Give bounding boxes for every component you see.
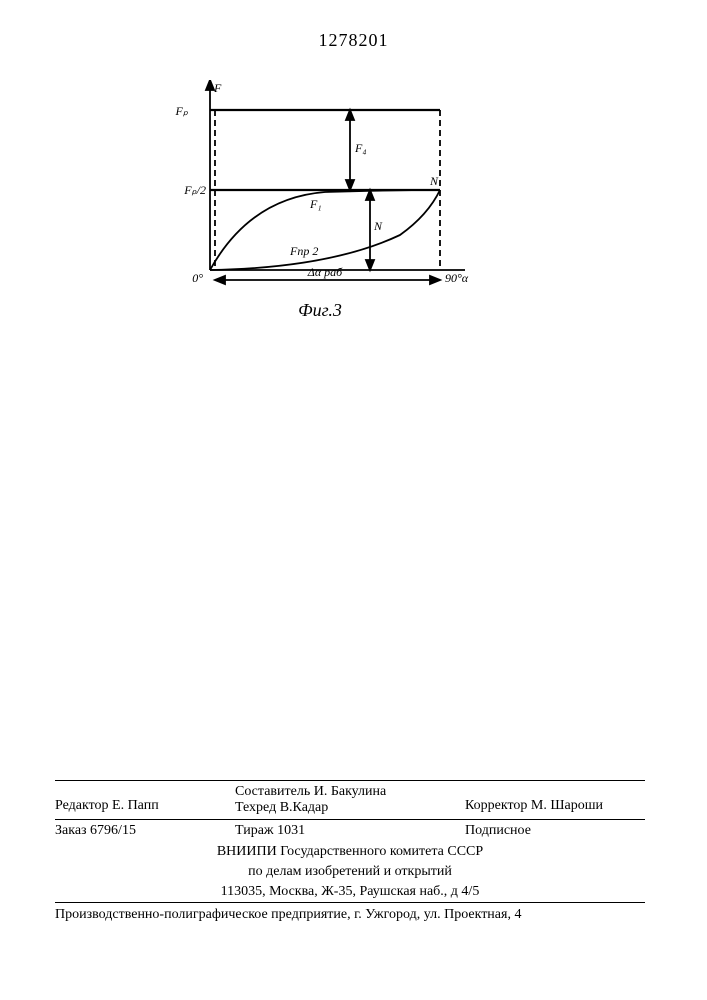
y-tick-fp: Fₚ [175, 104, 189, 118]
publisher-address: 113035, Москва, Ж-35, Раушская наб., д 4… [55, 882, 645, 902]
techred-credit: Техред В.Кадар [235, 800, 465, 816]
page-number: 1278201 [0, 30, 707, 51]
order-number: Заказ 6796/15 [55, 823, 235, 839]
chart-fig3: F Fₚ Fₚ/2 0° 90°α F₄ N N F₁ Fпр 2 Δα раб [170, 80, 470, 290]
editor-credit: Редактор Е. Папп [55, 784, 235, 816]
chart-caption: Фиг.3 [170, 300, 470, 321]
label-n-right: N [429, 174, 439, 188]
y-tick-fp2: Fₚ/2 [183, 183, 206, 197]
corrector-credit: Корректор М. Шароши [465, 784, 645, 816]
publisher-line2: по делам изобретений и открытий [55, 862, 645, 882]
publisher-line1: ВНИИПИ Государственного комитета СССР [55, 842, 645, 862]
y-axis-label: F [213, 81, 222, 95]
print-run: Тираж 1031 [235, 823, 465, 839]
subscription: Подписное [465, 823, 645, 839]
label-f4: F₄ [354, 141, 367, 155]
label-n-mid: N [373, 219, 383, 233]
print-shop: Производственно-полиграфическое предприя… [55, 903, 645, 923]
label-fnp2: Fпр 2 [289, 244, 318, 258]
label-f1: F₁ [309, 197, 322, 211]
x-origin: 0° [192, 271, 203, 285]
x-max: 90°α [445, 271, 469, 285]
label-delta: Δα раб [307, 265, 343, 279]
compiler-credit: Составитель И. Бакулина [235, 784, 465, 800]
